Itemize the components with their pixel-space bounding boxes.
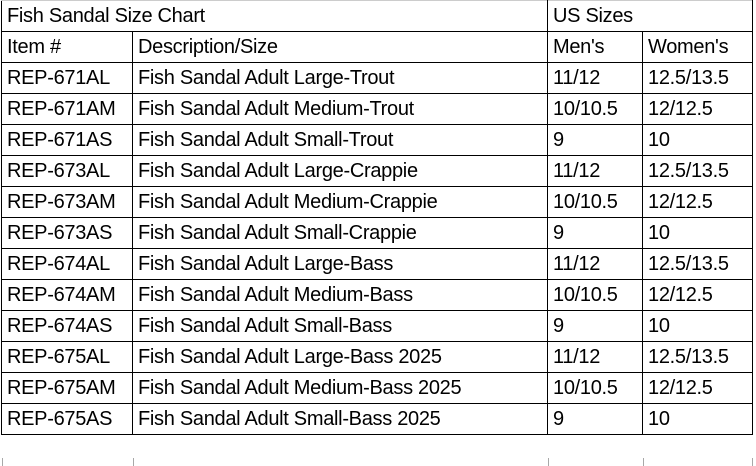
cell-womens-size[interactable]: 10: [642, 124, 753, 156]
table-row: REP-673AS Fish Sandal Adult Small-Crappie…: [1, 217, 753, 249]
column-gridline: [548, 458, 549, 466]
cell-item[interactable]: REP-673AL: [1, 155, 133, 187]
cell-description[interactable]: Fish Sandal Adult Medium-Crappie: [132, 186, 548, 218]
cell-description[interactable]: Fish Sandal Adult Medium-Bass: [132, 279, 548, 311]
column-gridline: [643, 458, 644, 466]
cell-mens-size[interactable]: 11/12: [547, 62, 643, 94]
cell-item[interactable]: REP-675AS: [1, 403, 133, 435]
table-row: REP-675AL Fish Sandal Adult Large-Bass 20…: [1, 341, 753, 373]
cell-item[interactable]: REP-674AM: [1, 279, 133, 311]
cell-item[interactable]: REP-673AS: [1, 217, 133, 249]
table-row: REP-671AS Fish Sandal Adult Small-Trout 9 1…: [1, 124, 753, 156]
table-row: REP-671AM Fish Sandal Adult Medium-Trout 1…: [1, 93, 753, 125]
column-header-mens[interactable]: Men's: [547, 31, 643, 63]
cell-womens-size[interactable]: 12.5/13.5: [642, 341, 753, 373]
cell-mens-size[interactable]: 9: [547, 124, 643, 156]
cell-item[interactable]: REP-673AM: [1, 186, 133, 218]
size-chart-table: Fish Sandal Size Chart US Sizes Item # D…: [1, 0, 753, 435]
table-row: REP-673AL Fish Sandal Adult Large-Crappie…: [1, 155, 753, 187]
cell-womens-size[interactable]: 12/12.5: [642, 93, 753, 125]
table-row: REP-671AL Fish Sandal Adult Large-Trout 11…: [1, 62, 753, 94]
cell-item[interactable]: REP-675AL: [1, 341, 133, 373]
cell-womens-size[interactable]: 10: [642, 403, 753, 435]
cell-mens-size[interactable]: 9: [547, 217, 643, 249]
cell-item[interactable]: REP-671AM: [1, 93, 133, 125]
cell-womens-size[interactable]: 12.5/13.5: [642, 248, 753, 280]
cell-womens-size[interactable]: 12/12.5: [642, 186, 753, 218]
table-row: REP-675AS Fish Sandal Adult Small-Bass 20…: [1, 403, 753, 435]
column-header-description[interactable]: Description/Size: [132, 31, 548, 63]
cell-mens-size[interactable]: 10/10.5: [547, 186, 643, 218]
table-row: REP-673AM Fish Sandal Adult Medium-Crappi…: [1, 186, 753, 218]
cell-description[interactable]: Fish Sandal Adult Small-Bass: [132, 310, 548, 342]
table-row: REP-674AL Fish Sandal Adult Large-Bass 11/…: [1, 248, 753, 280]
partial-next-row: [0, 457, 756, 466]
cell-mens-size[interactable]: 10/10.5: [547, 93, 643, 125]
cell-mens-size[interactable]: 9: [547, 310, 643, 342]
us-sizes-header-cell[interactable]: US Sizes: [547, 0, 753, 32]
cell-description[interactable]: Fish Sandal Adult Medium-Bass 2025: [132, 372, 548, 404]
cell-description[interactable]: Fish Sandal Adult Small-Trout: [132, 124, 548, 156]
cell-item[interactable]: REP-674AL: [1, 248, 133, 280]
cell-item[interactable]: REP-671AL: [1, 62, 133, 94]
column-header-womens[interactable]: Women's: [642, 31, 753, 63]
table-row: REP-674AM Fish Sandal Adult Medium-Bass 10…: [1, 279, 753, 311]
cell-description[interactable]: Fish Sandal Adult Large-Bass 2025: [132, 341, 548, 373]
cell-womens-size[interactable]: 12/12.5: [642, 372, 753, 404]
cell-description[interactable]: Fish Sandal Adult Large-Trout: [132, 62, 548, 94]
cell-item[interactable]: REP-671AS: [1, 124, 133, 156]
cell-mens-size[interactable]: 9: [547, 403, 643, 435]
cell-womens-size[interactable]: 10: [642, 217, 753, 249]
cell-womens-size[interactable]: 12.5/13.5: [642, 155, 753, 187]
cell-mens-size[interactable]: 11/12: [547, 248, 643, 280]
column-gridline: [752, 458, 753, 466]
cell-description[interactable]: Fish Sandal Adult Small-Bass 2025: [132, 403, 548, 435]
cell-mens-size[interactable]: 11/12: [547, 341, 643, 373]
cell-womens-size[interactable]: 10: [642, 310, 753, 342]
cell-description[interactable]: Fish Sandal Adult Large-Bass: [132, 248, 548, 280]
table-row: REP-675AM Fish Sandal Adult Medium-Bass 2…: [1, 372, 753, 404]
cell-item[interactable]: REP-674AS: [1, 310, 133, 342]
table-body: REP-671AL Fish Sandal Adult Large-Trout 11…: [1, 62, 753, 435]
column-gridline: [2, 458, 3, 466]
cell-mens-size[interactable]: 11/12: [547, 155, 643, 187]
table-title-cell[interactable]: Fish Sandal Size Chart: [1, 0, 548, 32]
cell-description[interactable]: Fish Sandal Adult Large-Crappie: [132, 155, 548, 187]
column-header-row: Item # Description/Size Men's Women's: [1, 31, 753, 63]
column-gridline: [133, 458, 134, 466]
column-header-item[interactable]: Item #: [1, 31, 133, 63]
cell-womens-size[interactable]: 12.5/13.5: [642, 62, 753, 94]
table-row: REP-674AS Fish Sandal Adult Small-Bass 9 10: [1, 310, 753, 342]
cell-mens-size[interactable]: 10/10.5: [547, 372, 643, 404]
cell-mens-size[interactable]: 10/10.5: [547, 279, 643, 311]
cell-description[interactable]: Fish Sandal Adult Medium-Trout: [132, 93, 548, 125]
title-row: Fish Sandal Size Chart US Sizes: [1, 0, 753, 32]
cell-womens-size[interactable]: 12/12.5: [642, 279, 753, 311]
cell-description[interactable]: Fish Sandal Adult Small-Crappie: [132, 217, 548, 249]
cell-item[interactable]: REP-675AM: [1, 372, 133, 404]
